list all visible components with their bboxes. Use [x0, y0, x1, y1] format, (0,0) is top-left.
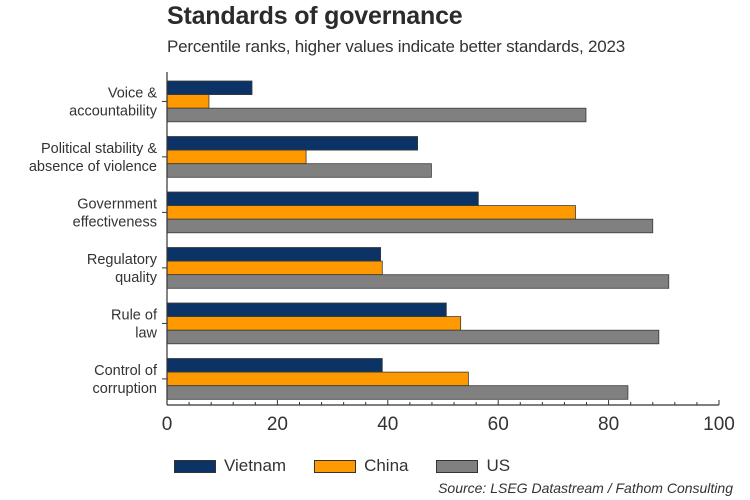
- legend-swatch-china: [314, 459, 357, 473]
- bar-china-1: [166, 149, 307, 165]
- legend-item-china: China: [314, 456, 408, 476]
- bars-layer: [166, 80, 670, 400]
- legend: Vietnam China US: [174, 456, 538, 476]
- bar-vietnam-0: [166, 80, 253, 96]
- source-note: Source: LSEG Datastream / Fathom Consult…: [438, 480, 733, 496]
- category-label-line: corruption: [93, 381, 157, 397]
- x-tick-label: 0: [162, 414, 173, 435]
- bar-vietnam-1: [166, 136, 419, 151]
- chart-subtitle: Percentile ranks, higher values indicate…: [167, 37, 626, 56]
- legend-label-vietnam: Vietnam: [224, 456, 287, 475]
- bar-vietnam-5: [166, 358, 383, 373]
- bar-us-3: [166, 274, 670, 289]
- category-label-line: law: [135, 325, 157, 341]
- bar-us-2: [166, 218, 654, 234]
- x-tick-label: 40: [377, 414, 398, 435]
- legend-item-vietnam: Vietnam: [174, 456, 286, 476]
- category-label: Government effectiveness: [73, 196, 157, 230]
- legend-label-china: China: [364, 456, 409, 475]
- bar-china-0: [166, 94, 210, 109]
- legend-item-us: US: [436, 456, 510, 476]
- x-tick-label: 100: [703, 414, 735, 435]
- category-label: Voice & accountability: [69, 85, 158, 119]
- legend-swatch-us: [436, 459, 479, 473]
- category-label-line: effectiveness: [73, 214, 157, 230]
- x-tick-label: 60: [488, 414, 509, 435]
- legend-swatch-vietnam: [174, 459, 216, 473]
- bar-us-5: [166, 385, 629, 400]
- category-label-line: quality: [115, 270, 158, 286]
- bar-vietnam-4: [166, 302, 447, 318]
- bar-us-1: [166, 163, 432, 178]
- bar-china-2: [166, 205, 576, 220]
- category-label-line: Government: [77, 196, 157, 212]
- category-label-line: Rule of: [111, 307, 158, 323]
- category-label: Rule of law: [111, 307, 158, 341]
- category-label: Control of corruption: [93, 363, 158, 397]
- x-tick-label: 80: [598, 414, 619, 435]
- bar-us-4: [166, 329, 660, 345]
- bar-us-0: [166, 107, 587, 123]
- category-label-line: Regulatory: [87, 252, 158, 268]
- labels-layer: Voice & accountability Political stability…: [29, 85, 735, 435]
- x-tick-label: 20: [267, 414, 288, 435]
- chart-title: Standards of governance: [167, 2, 463, 30]
- axes-layer: [162, 72, 720, 406]
- category-label-line: Political stability &: [41, 141, 157, 157]
- bar-vietnam-2: [166, 191, 479, 207]
- bar-china-3: [166, 260, 383, 276]
- bar-china-5: [166, 371, 469, 387]
- category-label-line: accountability: [69, 103, 158, 119]
- legend-label-us: US: [486, 456, 511, 475]
- bar-china-4: [166, 316, 462, 331]
- category-label-line: Voice &: [108, 85, 157, 101]
- bar-vietnam-3: [166, 247, 382, 262]
- category-label-line: Control of: [94, 363, 158, 379]
- category-label: Political stability & absence of violence: [29, 141, 157, 175]
- category-label: Regulatory quality: [87, 252, 158, 286]
- category-label-line: absence of violence: [29, 159, 157, 175]
